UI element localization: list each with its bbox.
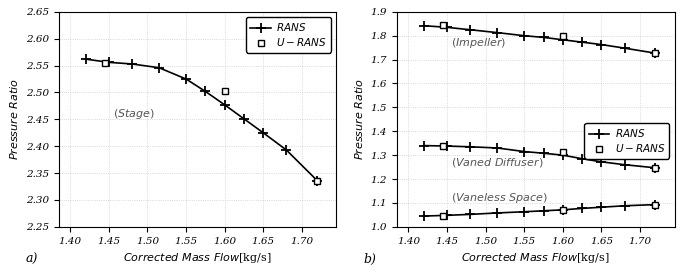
$\it{RANS}$	[282, 148, 290, 152]
$\it{RANS}$	[221, 103, 229, 107]
$\it{RANS}$	[620, 47, 628, 50]
Text: a): a)	[25, 253, 38, 266]
X-axis label: $\it{Corrected\ Mass\ Flow}$[kg/s]: $\it{Corrected\ Mass\ Flow}$[kg/s]	[124, 251, 272, 265]
$\it{U-RANS}$	[313, 179, 321, 182]
Line: $\it{RANS}$: $\it{RANS}$	[81, 54, 322, 185]
X-axis label: $\it{Corrected\ Mass\ Flow}$[kg/s]: $\it{Corrected\ Mass\ Flow}$[kg/s]	[462, 251, 610, 265]
$\it{RANS}$	[597, 43, 605, 46]
Legend: $\it{RANS}$, $\it{U-RANS}$: $\it{RANS}$, $\it{U-RANS}$	[585, 123, 669, 159]
$\it{RANS}$	[578, 41, 586, 44]
$\it{RANS}$	[466, 28, 474, 32]
$\it{RANS}$	[128, 62, 136, 65]
$\it{RANS}$	[520, 34, 529, 37]
$\it{RANS}$	[240, 117, 248, 121]
Text: $\it{(Impeller)}$: $\it{(Impeller)}$	[451, 36, 506, 50]
Y-axis label: $\it{Pressure\ Ratio}$: $\it{Pressure\ Ratio}$	[353, 78, 365, 160]
$\it{RANS}$	[420, 24, 428, 27]
$\it{U-RANS}$	[652, 52, 660, 55]
$\it{U-RANS}$	[101, 61, 109, 65]
Line: $\it{U-RANS}$: $\it{U-RANS}$	[102, 59, 320, 184]
$\it{RANS}$	[313, 179, 321, 182]
Text: b): b)	[363, 253, 376, 266]
$\it{U-RANS}$	[439, 24, 447, 27]
$\it{U-RANS}$	[559, 34, 567, 37]
Text: $\it{(Vaneless\ Space)}$: $\it{(Vaneless\ Space)}$	[451, 190, 548, 204]
$\it{RANS}$	[155, 66, 163, 69]
$\it{RANS}$	[540, 36, 548, 39]
$\it{RANS}$	[652, 52, 660, 55]
$\it{RANS}$	[201, 90, 210, 93]
Line: $\it{RANS}$: $\it{RANS}$	[419, 21, 660, 58]
$\it{RANS}$	[443, 26, 451, 29]
$\it{U-RANS}$	[221, 90, 229, 93]
$\it{RANS}$	[559, 38, 567, 41]
$\it{RANS}$	[104, 61, 113, 64]
Text: $\it{(Stage)}$: $\it{(Stage)}$	[113, 107, 154, 121]
$\it{RANS}$	[493, 31, 501, 34]
$\it{RANS}$	[259, 131, 267, 134]
$\it{RANS}$	[182, 77, 190, 81]
Y-axis label: $\it{Pressure\ Ratio}$: $\it{Pressure\ Ratio}$	[8, 78, 20, 160]
$\it{RANS}$	[82, 58, 90, 61]
Line: $\it{U-RANS}$: $\it{U-RANS}$	[440, 22, 659, 57]
Text: $\it{(Vaned\ Diffuser)}$: $\it{(Vaned\ Diffuser)}$	[451, 156, 544, 169]
Legend: $\it{RANS}$, $\it{U-RANS}$: $\it{RANS}$, $\it{U-RANS}$	[247, 17, 331, 53]
